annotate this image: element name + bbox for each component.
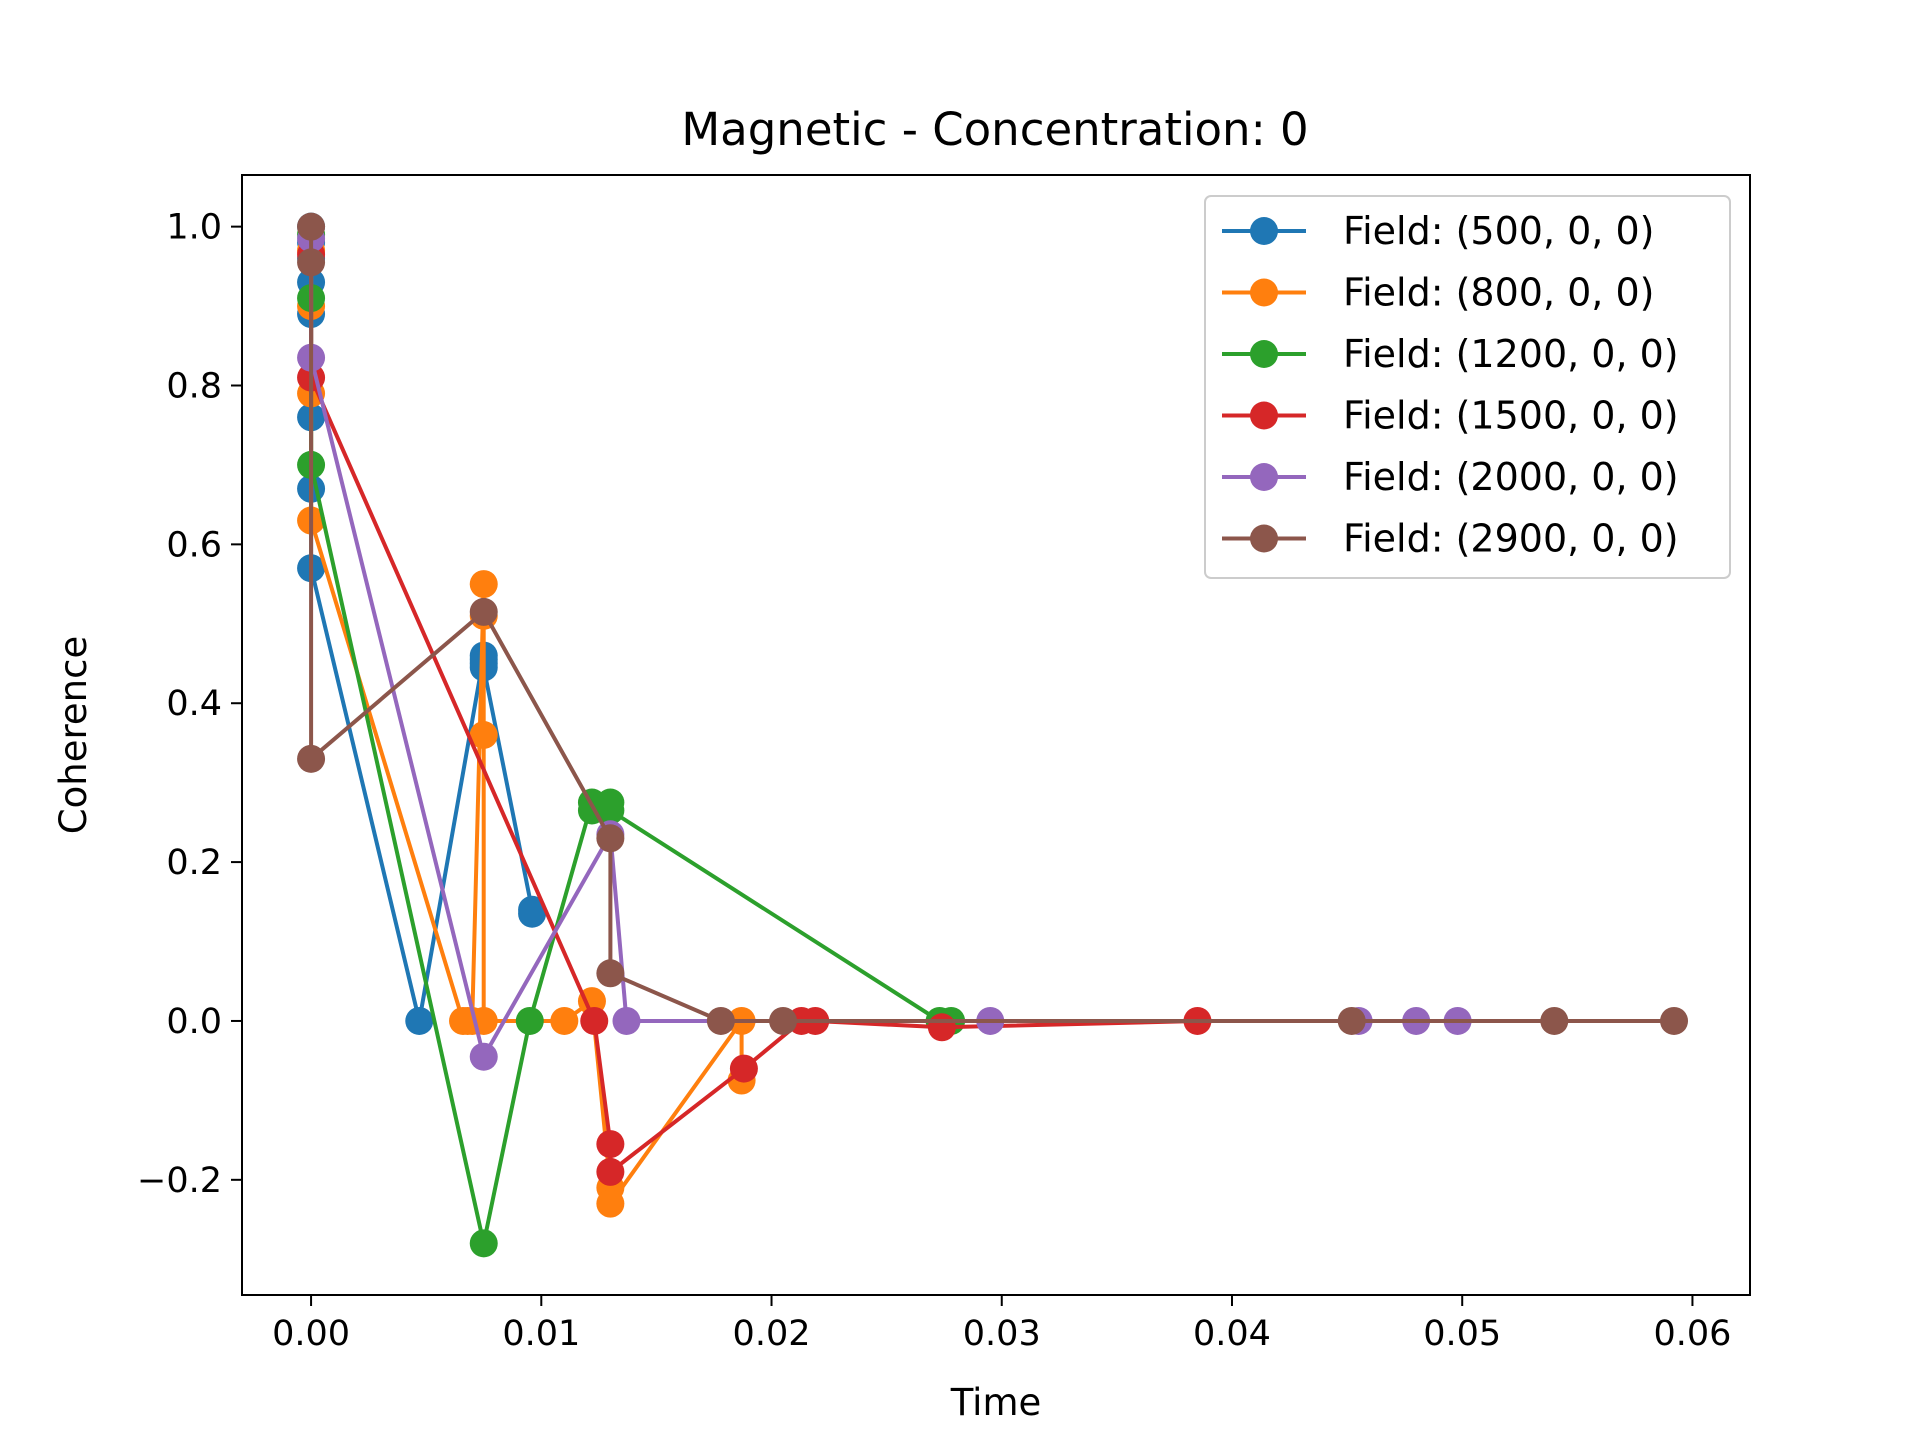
data-point xyxy=(596,1189,625,1218)
data-point xyxy=(580,1006,609,1035)
legend-item: Field: (1200, 0, 0) xyxy=(1222,332,1679,376)
legend-marker xyxy=(1250,524,1278,553)
data-point xyxy=(596,1157,625,1186)
y-tick-label: 0.0 xyxy=(166,1002,222,1042)
y-tick-label: 0.6 xyxy=(166,525,222,565)
data-point xyxy=(469,1229,498,1258)
data-point xyxy=(469,570,498,599)
x-tick-label: 0.06 xyxy=(1653,1314,1731,1354)
data-point xyxy=(405,1006,434,1035)
data-point xyxy=(596,796,625,825)
y-tick-label: 0.8 xyxy=(166,366,222,406)
legend-label: Field: (500, 0, 0) xyxy=(1343,209,1654,253)
data-point xyxy=(1540,1006,1569,1035)
x-axis-label: Time xyxy=(950,1381,1042,1424)
series-6 xyxy=(297,212,1689,1035)
y-tick-label: −0.2 xyxy=(137,1161,222,1201)
y-tick-label: 1.0 xyxy=(166,208,222,248)
y-tick-label: 0.4 xyxy=(166,684,222,724)
legend-box xyxy=(1204,195,1731,579)
y-axis-label: Coherence xyxy=(52,636,95,834)
y-tick-label: 0.2 xyxy=(166,843,222,883)
legend-label: Field: (2000, 0, 0) xyxy=(1343,455,1679,499)
x-tick-label: 0.05 xyxy=(1423,1314,1501,1354)
data-point xyxy=(469,721,498,749)
legend-item: Field: (800, 0, 0) xyxy=(1222,271,1654,315)
series-line xyxy=(309,254,1198,1174)
legend-marker xyxy=(1250,463,1278,491)
legend-item: Field: (2900, 0, 0) xyxy=(1222,517,1679,561)
legend-item: Field: (2000, 0, 0) xyxy=(1222,455,1679,499)
legend: Field: (500, 0, 0) Field: (800, 0, 0) Fiel… xyxy=(1204,195,1731,579)
legend-marker xyxy=(1250,278,1278,307)
chart-title: Magnetic - Concentration: 0 xyxy=(681,103,1308,156)
data-point xyxy=(769,1006,798,1035)
x-tick-label: 0.02 xyxy=(733,1314,811,1354)
data-point xyxy=(729,1054,758,1083)
data-point xyxy=(1660,1006,1689,1035)
legend-label: Field: (1500, 0, 0) xyxy=(1343,394,1679,438)
data-point xyxy=(550,1006,579,1035)
plot-area xyxy=(297,212,1689,1258)
x-tick-label: 0.04 xyxy=(1193,1314,1271,1354)
legend-marker xyxy=(1250,217,1278,245)
data-point xyxy=(706,1006,735,1035)
data-point xyxy=(469,597,498,626)
x-axis: 0.00 0.01 0.02 0.03 0.04 0.05 0.06 xyxy=(272,1295,1731,1354)
legend-item: Field: (500, 0, 0) xyxy=(1222,209,1654,253)
data-point xyxy=(297,744,326,773)
data-point xyxy=(297,212,326,241)
legend-label: Field: (800, 0, 0) xyxy=(1343,271,1654,315)
data-point xyxy=(596,959,625,988)
data-point xyxy=(469,1042,498,1071)
data-point xyxy=(596,824,625,853)
legend-label: Field: (2900, 0, 0) xyxy=(1343,517,1679,561)
data-point xyxy=(1337,1006,1366,1035)
series-4 xyxy=(297,240,1212,1186)
data-point xyxy=(297,248,326,277)
y-axis: −0.2 0.0 0.2 0.4 0.6 0.8 1.0 xyxy=(137,208,242,1201)
legend-item: Field: (1500, 0, 0) xyxy=(1222,394,1679,438)
data-point xyxy=(612,1006,641,1035)
x-tick-label: 0.03 xyxy=(963,1314,1041,1354)
legend-marker xyxy=(1250,401,1278,430)
legend-marker xyxy=(1250,340,1278,368)
x-tick-label: 0.01 xyxy=(502,1314,580,1354)
plot-frame xyxy=(241,174,1751,1296)
data-point xyxy=(927,1013,956,1042)
data-point xyxy=(515,1006,544,1035)
x-tick-label: 0.00 xyxy=(272,1314,350,1354)
data-point xyxy=(596,1130,625,1159)
data-point xyxy=(518,899,547,928)
legend-label: Field: (1200, 0, 0) xyxy=(1343,332,1679,376)
